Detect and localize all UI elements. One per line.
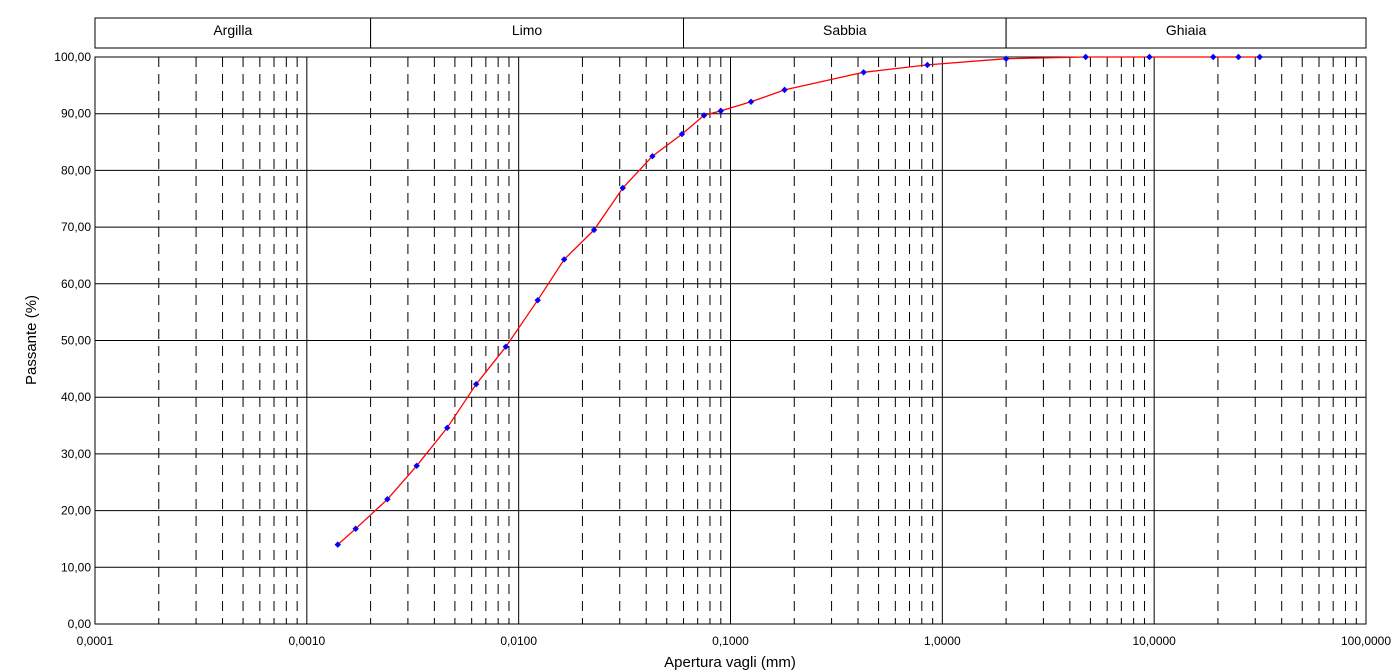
data-point (1210, 53, 1217, 61)
y-tick-label: 90,00 (61, 107, 91, 121)
data-point (334, 541, 341, 548)
x-tick-label: 0,0010 (288, 634, 325, 648)
data-point (384, 496, 391, 503)
x-tick-label: 0,0001 (77, 634, 114, 648)
series (334, 53, 1263, 548)
tick-labels: 0,0001 0,0010 0,0100 0,1000 1,0000 10,0000 100… (54, 50, 1391, 648)
y-tick-label: 20,00 (61, 504, 91, 518)
y-tick-label: 50,00 (61, 334, 91, 348)
band-box (94, 17, 372, 49)
y-tick-label: 100,00 (54, 50, 91, 64)
x-axis-label: Apertura vagli (mm) (664, 654, 796, 671)
x-tick-label: 0,1000 (712, 634, 749, 648)
band-label: Limo (512, 22, 543, 38)
grid (95, 57, 1366, 624)
data-point (413, 462, 420, 470)
data-point (534, 297, 541, 304)
data-point (1146, 53, 1153, 61)
band-box (1005, 17, 1367, 49)
y-tick-label: 60,00 (61, 277, 91, 291)
y-tick-label: 0,00 (68, 617, 92, 631)
y-tick-label: 70,00 (61, 220, 91, 234)
data-point (619, 184, 626, 192)
data-point (1235, 53, 1242, 61)
data-point (649, 153, 656, 160)
data-point (1256, 53, 1263, 61)
data-point (700, 112, 708, 119)
data-point (560, 256, 568, 263)
data-point (1002, 55, 1010, 62)
data-point (717, 107, 725, 115)
y-axis-label: Passante (%) (23, 295, 40, 385)
data-point (747, 98, 755, 105)
y-tick-label: 10,00 (61, 560, 91, 574)
band-box (370, 17, 685, 49)
y-tick-label: 30,00 (61, 447, 91, 461)
data-point (352, 525, 359, 532)
x-tick-label: 10,0000 (1132, 634, 1176, 648)
data-point (860, 69, 867, 76)
band-label: Ghiaia (1166, 22, 1207, 38)
band-label: Sabbia (823, 22, 867, 38)
data-point (781, 86, 788, 94)
data-point (924, 61, 931, 69)
y-tick-label: 40,00 (61, 390, 91, 404)
data-point (444, 424, 451, 432)
y-tick-label: 80,00 (61, 163, 91, 177)
data-point (590, 226, 598, 234)
data-point (502, 343, 510, 350)
x-tick-label: 1,0000 (924, 634, 961, 648)
band-header: Argilla Limo Sabbia Ghiaia (94, 17, 1367, 49)
data-point (472, 380, 480, 388)
band-label: Argilla (213, 22, 252, 38)
x-tick-label: 0,0100 (500, 634, 537, 648)
x-tick-label: 100,0000 (1341, 634, 1391, 648)
data-point (678, 130, 686, 138)
data-point (1082, 53, 1089, 61)
